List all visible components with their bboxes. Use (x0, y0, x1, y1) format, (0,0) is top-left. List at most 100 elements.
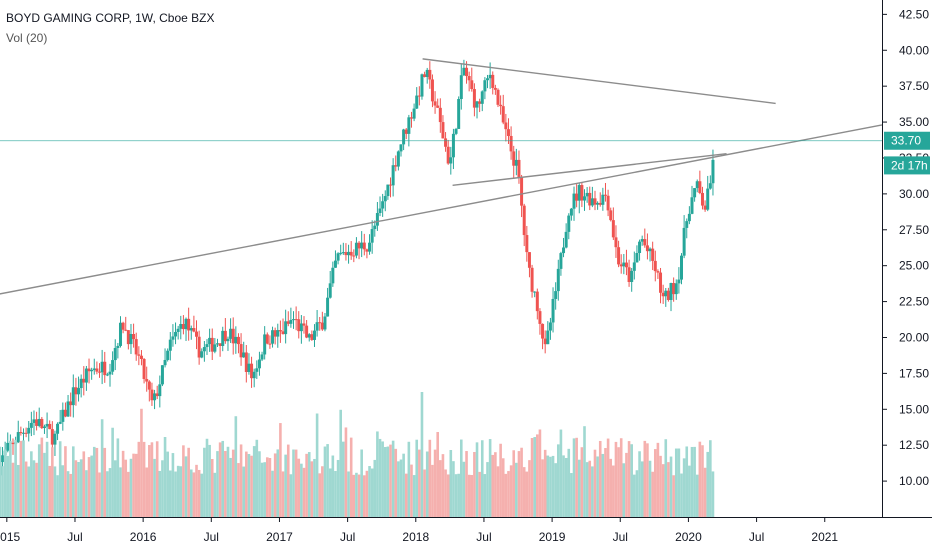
candle-body (150, 389, 154, 401)
candle-body (113, 347, 117, 361)
volume-bar (475, 442, 479, 517)
volume-bar (501, 458, 505, 517)
candle-body (328, 283, 332, 298)
volume-bar (168, 470, 172, 517)
candle-body (299, 323, 303, 332)
price-tick-label: 40.00 (899, 43, 929, 57)
volume-bar (281, 471, 285, 517)
volume-bar (129, 458, 133, 517)
volume-bar (682, 458, 686, 517)
volume-bar (255, 439, 259, 517)
volume-bar (562, 455, 565, 517)
volume-bar (145, 467, 149, 517)
candle-body (517, 159, 521, 178)
candle-body (260, 354, 264, 360)
volume-bar (606, 438, 610, 517)
volume-bar (218, 442, 222, 517)
volume-bar (37, 444, 41, 517)
candle-body (184, 318, 188, 330)
candle-body (218, 343, 222, 346)
volume-bar (192, 472, 196, 517)
volume-bar (342, 441, 345, 517)
price-tick-label: 37.50 (899, 79, 929, 93)
volume-bar (95, 447, 99, 517)
candle-body (680, 255, 684, 280)
volume-bar (418, 449, 421, 517)
candle-body (27, 427, 31, 434)
candle-body (661, 292, 665, 297)
candle-body (45, 423, 49, 427)
volume-bar (179, 466, 183, 517)
candle-body (488, 74, 492, 79)
candle-body (703, 205, 707, 210)
candle-body (226, 338, 230, 342)
volume-bar (286, 444, 290, 517)
candle-body (509, 135, 513, 152)
volume-bar (370, 468, 374, 517)
volume-bar (100, 419, 104, 517)
candle-body (315, 322, 319, 331)
countdown-label: 2d 17h (891, 158, 928, 172)
volume-indicator-label[interactable]: Vol (20) (6, 31, 48, 45)
candle-body (336, 253, 340, 261)
volume-bar (470, 474, 474, 517)
candle-body (252, 371, 256, 379)
volume-bar (598, 440, 602, 517)
volume-bar (648, 460, 652, 517)
candle-body (145, 378, 149, 382)
price-axis[interactable]: 10.00 12.50 15.00 17.50 20.00 22.50 25.00 27.50… (882, 7, 929, 488)
candle-body (391, 165, 395, 186)
candle-body (263, 334, 267, 355)
volume-bar (653, 449, 657, 517)
volume-bar (690, 446, 694, 517)
candle-body (100, 361, 104, 373)
volume-bar (619, 438, 623, 517)
volume-bar (449, 449, 453, 517)
volume-bar (32, 460, 36, 517)
candle-body (357, 242, 361, 249)
candle-body (74, 387, 78, 395)
volume-bar (315, 413, 319, 517)
volume-bar (504, 473, 508, 517)
volume-bar (706, 451, 710, 517)
candle-body (617, 247, 621, 265)
volume-bar (318, 473, 322, 517)
volume-bar (399, 459, 403, 517)
candle-body (163, 359, 167, 366)
volume-bar (294, 449, 298, 517)
volume-bar (252, 446, 256, 517)
candle-body (339, 252, 343, 254)
volume-bar (625, 452, 628, 517)
volume-bar (137, 441, 141, 517)
candle-body (436, 105, 440, 108)
volume-bar (98, 472, 101, 517)
volume-bar (161, 460, 164, 517)
candle-body (247, 363, 251, 372)
candle-body (504, 122, 508, 130)
volume-bar (265, 457, 269, 517)
candle-body (399, 144, 403, 152)
volume-bar (19, 440, 23, 517)
candle-body (116, 345, 120, 348)
volume-bar (564, 457, 568, 517)
candle-body (664, 290, 668, 297)
volume-bar (326, 444, 329, 517)
volume-bar (336, 459, 340, 517)
chart-title: BOYD GAMING CORP, 1W, Cboe BZX (6, 11, 215, 25)
candle-body (614, 237, 618, 248)
price-tick-label: 35.00 (899, 115, 929, 129)
candle-body (520, 177, 524, 206)
candle-body (575, 193, 579, 201)
candle-body (465, 67, 469, 77)
volume-bar (242, 466, 246, 517)
candle-body (210, 337, 214, 352)
price-tick-label: 30.00 (899, 187, 929, 201)
time-tick-label: 2016 (130, 530, 157, 544)
time-axis[interactable]: 2015 Jul 2016 Jul 2017 Jul 2018 Jul 2019 Jul 2020 J… (0, 517, 838, 544)
volume-bar (113, 460, 117, 517)
candle-body (483, 80, 487, 92)
volume-bar (43, 452, 46, 517)
volume-bar (522, 467, 526, 517)
candle-body (491, 74, 495, 88)
